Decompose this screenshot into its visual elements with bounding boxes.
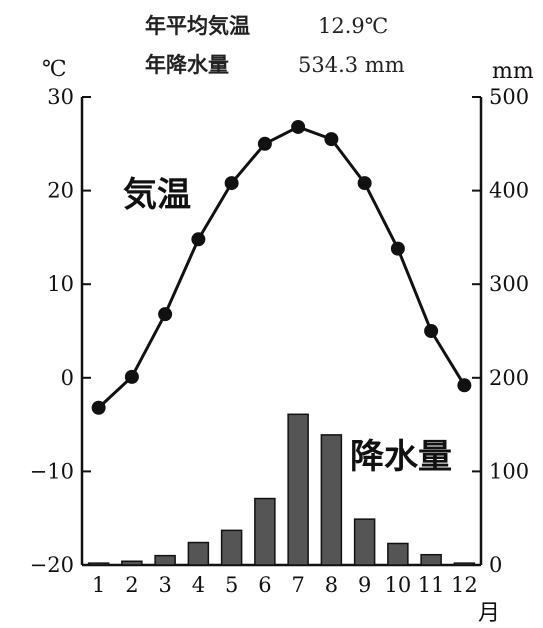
temp-point <box>457 378 472 393</box>
annual-precip-value: 534.3 mm <box>298 53 405 77</box>
month-tick-label: 5 <box>225 573 238 597</box>
month-tick-label: 7 <box>291 573 304 597</box>
left-tick-label: −20 <box>30 553 74 577</box>
left-tick-label: −10 <box>30 459 74 483</box>
temp-point <box>124 369 139 384</box>
right-tick-label: 100 <box>489 459 529 483</box>
left-tick-label: 30 <box>47 85 74 109</box>
month-tick-label: 2 <box>125 573 138 597</box>
temp-line <box>97 125 466 409</box>
month-tick-label: 3 <box>158 573 171 597</box>
precip-bar <box>121 560 143 566</box>
right-axis-unit: mm <box>492 59 534 84</box>
right-tick-label: 400 <box>489 179 529 203</box>
left-axis-unit: ℃ <box>42 57 67 82</box>
right-tick-label: 0 <box>489 553 502 577</box>
temp-series-label: 気温 <box>123 175 191 215</box>
temp-point <box>357 176 372 191</box>
month-tick-label: 9 <box>358 573 371 597</box>
temp-point <box>158 307 173 322</box>
month-tick-label: 10 <box>385 573 412 597</box>
temp-point <box>424 324 439 338</box>
month-tick-label: 1 <box>92 573 105 597</box>
month-tick-label: 12 <box>451 573 478 597</box>
precip-bar <box>320 434 343 566</box>
right-tick-label: 200 <box>489 366 529 390</box>
temp-point <box>291 119 306 134</box>
precip-bar <box>420 553 442 566</box>
month-tick-label: 11 <box>418 573 445 597</box>
temp-point <box>91 400 106 415</box>
x-axis-unit: 月 <box>478 601 500 626</box>
precip-bar <box>453 562 476 566</box>
precip-bar <box>353 518 376 566</box>
precip-bar <box>187 541 210 566</box>
temp-point <box>257 136 272 151</box>
right-tick-label: 500 <box>489 85 529 109</box>
month-tick-label: 4 <box>192 573 205 597</box>
temp-point <box>191 232 206 247</box>
temp-point <box>324 132 339 147</box>
annual-temp-value: 12.9℃ <box>318 14 388 38</box>
annual-temp-label: 年平均気温 <box>145 14 250 38</box>
precip-bar <box>220 529 243 566</box>
precip-bars <box>87 413 476 566</box>
temp-point <box>224 176 239 191</box>
precip-bar <box>87 562 110 566</box>
precip-bar <box>154 554 176 566</box>
month-tick-label: 6 <box>258 573 271 597</box>
left-tick-label: 0 <box>61 366 74 390</box>
precip-bar <box>287 413 309 566</box>
temp-line-group <box>91 119 472 415</box>
right-tick-label: 300 <box>489 272 529 296</box>
annual-precip-label: 年降水量 <box>145 53 229 77</box>
temp-point <box>390 241 405 256</box>
precip-series-label: 降水量 <box>350 437 452 477</box>
left-tick-label: 10 <box>47 272 74 296</box>
left-tick-label: 20 <box>47 179 74 203</box>
precip-bar <box>254 497 276 566</box>
month-tick-label: 8 <box>325 573 338 597</box>
precip-bar <box>387 542 409 566</box>
